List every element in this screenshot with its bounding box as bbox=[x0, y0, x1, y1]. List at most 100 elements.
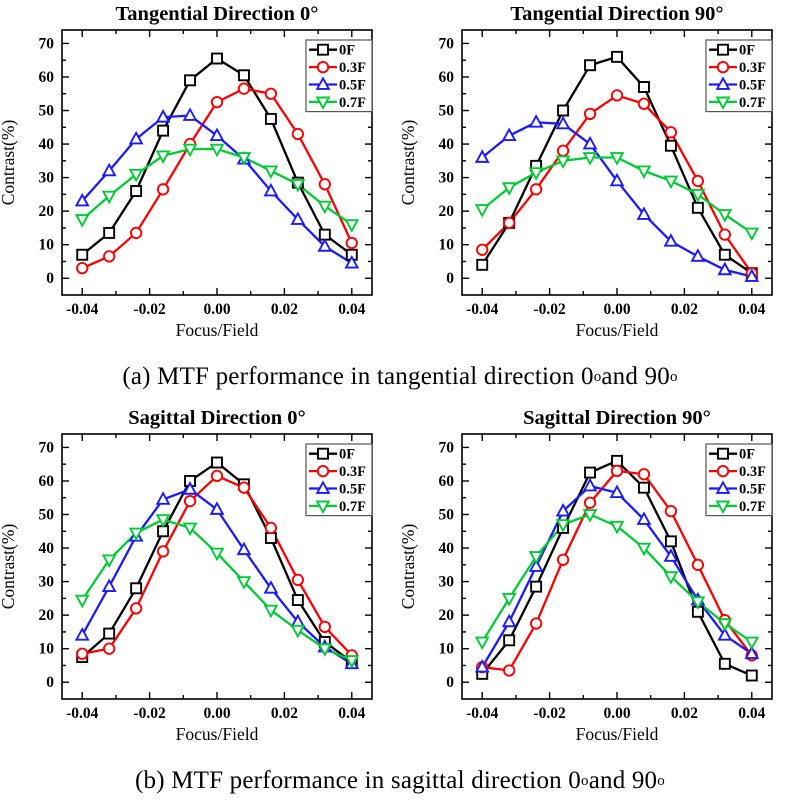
chart-tangential-0deg: -0.04 -0.02 0.00 0.02 0.04 0 10 20 30 40 50 60 70 Tan… bbox=[0, 3, 373, 340]
marker-square bbox=[103, 627, 116, 640]
chart-title: Tangential Direction 0° bbox=[116, 3, 319, 25]
marker-triangle-down bbox=[344, 655, 360, 669]
marker-square bbox=[317, 43, 329, 56]
legend-label: 0.5F bbox=[339, 482, 366, 498]
x-axis-label: Focus/Field bbox=[576, 320, 659, 340]
chart-tangential-90deg: -0.04 -0.02 0.00 0.02 0.04 0 10 20 30 40 50 60 70 Tan… bbox=[400, 3, 773, 340]
marker-triangle-up bbox=[182, 107, 198, 121]
marker-triangle-up bbox=[528, 114, 544, 128]
marker-square bbox=[557, 104, 570, 117]
marker-circle bbox=[529, 617, 543, 630]
marker-triangle-down bbox=[582, 152, 598, 166]
y-axis-label: Contrast(%) bbox=[400, 120, 418, 206]
y-tick-label: 40 bbox=[439, 540, 455, 557]
y-tick-label: 40 bbox=[39, 540, 55, 557]
marker-triangle-down bbox=[690, 596, 706, 610]
y-tick-label: 50 bbox=[439, 103, 455, 120]
marker-triangle-up bbox=[690, 248, 706, 262]
y-tick-label: 0 bbox=[446, 270, 454, 287]
y-axis-label: Contrast(%) bbox=[0, 524, 18, 610]
y-axis-label: Contrast(%) bbox=[0, 120, 18, 206]
marker-circle bbox=[156, 183, 170, 196]
x-tick-label: -0.02 bbox=[133, 301, 166, 318]
x-tick-label: 0.02 bbox=[671, 301, 698, 318]
caption-text: and 90 bbox=[601, 363, 670, 390]
x-tick-label: -0.04 bbox=[66, 705, 99, 722]
marker-square bbox=[103, 226, 116, 239]
marker-triangle-down bbox=[636, 542, 652, 557]
marker-circle bbox=[716, 60, 730, 74]
marker-triangle-up bbox=[555, 502, 571, 517]
marker-triangle-up bbox=[74, 627, 90, 641]
marker-triangle-down bbox=[236, 152, 252, 166]
legend-label: 0.5F bbox=[739, 78, 766, 94]
legend-box bbox=[705, 39, 773, 113]
x-tick-label: 0.02 bbox=[271, 705, 298, 722]
marker-square bbox=[584, 466, 596, 479]
marker-triangle-up bbox=[501, 127, 517, 142]
marker-triangle-up bbox=[344, 254, 360, 269]
chart-sagittal-0deg: -0.04 -0.02 0.00 0.02 0.04 0 10 20 30 40 50 60 70 Sag… bbox=[0, 407, 373, 744]
legend-label: 0.3F bbox=[739, 60, 766, 76]
marker-square bbox=[638, 81, 650, 93]
x-axis-label: Focus/Field bbox=[576, 724, 659, 744]
caption-text: (a) MTF performance in tangential direct… bbox=[122, 363, 594, 390]
marker-circle bbox=[503, 664, 516, 677]
marker-circle bbox=[76, 262, 89, 275]
marker-circle bbox=[237, 481, 251, 494]
marker-triangle-down bbox=[236, 576, 252, 590]
x-axis-label: Focus/Field bbox=[176, 320, 259, 340]
marker-triangle-up bbox=[528, 558, 544, 572]
marker-triangle-down bbox=[474, 204, 490, 218]
marker-square bbox=[611, 454, 623, 467]
marker-circle bbox=[637, 97, 651, 110]
y-tick-label: 60 bbox=[39, 473, 55, 490]
marker-square bbox=[530, 580, 543, 593]
marker-triangle-up bbox=[744, 268, 760, 282]
marker-square bbox=[611, 50, 623, 63]
marker-square bbox=[211, 52, 223, 65]
legend-label: 0.3F bbox=[739, 464, 766, 480]
marker-triangle-up bbox=[209, 501, 225, 515]
marker-triangle-up bbox=[744, 645, 760, 660]
x-tick-label: 0.02 bbox=[271, 301, 298, 318]
marker-circle bbox=[610, 89, 624, 102]
chart-row-sagittal: -0.04 -0.02 0.00 0.02 0.04 0 10 20 30 40 50 60 70 Sag… bbox=[0, 404, 800, 754]
marker-triangle-down bbox=[263, 165, 279, 180]
marker-triangle-up bbox=[236, 541, 252, 556]
legend-box bbox=[305, 443, 373, 517]
caption-text: (b) MTF performance in sagittal directio… bbox=[135, 767, 581, 794]
y-tick-label: 70 bbox=[39, 439, 55, 456]
marker-triangle-down bbox=[344, 219, 360, 233]
chart-sagittal-90deg: -0.04 -0.02 0.00 0.02 0.04 0 10 20 30 40 50 60 70 Sag… bbox=[400, 407, 773, 744]
marker-circle bbox=[103, 250, 116, 263]
marker-triangle-up bbox=[209, 127, 225, 142]
marker-square bbox=[718, 657, 731, 670]
x-tick-label: -0.02 bbox=[133, 705, 166, 722]
marker-triangle-up bbox=[317, 238, 333, 252]
marker-triangle-down bbox=[663, 175, 679, 190]
chart-title: Sagittal Direction 90° bbox=[523, 407, 711, 429]
chart-title: Sagittal Direction 0° bbox=[128, 407, 306, 429]
marker-triangle-down bbox=[609, 152, 625, 166]
marker-triangle-down bbox=[155, 150, 171, 164]
marker-square bbox=[317, 447, 329, 460]
marker-triangle-down bbox=[74, 214, 90, 228]
y-tick-label: 30 bbox=[439, 574, 455, 591]
series-line-0.5F bbox=[481, 121, 753, 278]
x-tick-label: -0.04 bbox=[466, 301, 499, 318]
x-tick-label: 0.00 bbox=[603, 301, 630, 318]
marker-circle bbox=[664, 126, 678, 139]
marker-triangle-down bbox=[263, 604, 279, 619]
marker-triangle-up bbox=[263, 182, 279, 197]
marker-square bbox=[130, 185, 143, 197]
marker-triangle-down bbox=[474, 636, 490, 651]
marker-triangle-down bbox=[715, 500, 731, 515]
marker-triangle-down bbox=[101, 190, 117, 205]
marker-triangle-down bbox=[636, 165, 652, 180]
marker-triangle-up bbox=[474, 149, 490, 163]
marker-circle bbox=[237, 82, 251, 95]
marker-triangle-up bbox=[128, 130, 144, 145]
marker-triangle-down bbox=[315, 500, 331, 515]
marker-square bbox=[76, 248, 89, 261]
